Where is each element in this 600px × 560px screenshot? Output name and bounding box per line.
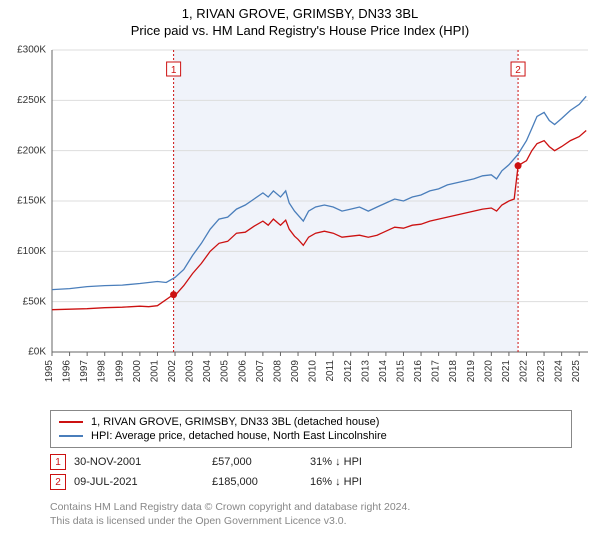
svg-text:2000: 2000 xyxy=(132,360,143,383)
svg-text:2: 2 xyxy=(515,65,521,76)
svg-text:£100K: £100K xyxy=(17,246,46,257)
svg-text:2019: 2019 xyxy=(466,360,477,383)
svg-text:1995: 1995 xyxy=(44,360,55,383)
footer: Contains HM Land Registry data © Crown c… xyxy=(50,500,572,528)
sale-date: 30-NOV-2001 xyxy=(74,456,204,468)
svg-text:2010: 2010 xyxy=(308,360,319,383)
chart-title: 1, RIVAN GROVE, GRIMSBY, DN33 3BL xyxy=(0,0,600,21)
svg-text:2011: 2011 xyxy=(325,360,336,382)
svg-text:2006: 2006 xyxy=(237,360,248,383)
sale-price: £57,000 xyxy=(212,456,302,468)
chart-svg: £0K £50K £100K £150K £200K £250K £300K 1995 1996… xyxy=(0,42,600,402)
svg-text:2023: 2023 xyxy=(536,360,547,383)
svg-text:2024: 2024 xyxy=(554,360,565,383)
svg-text:£300K: £300K xyxy=(17,45,46,56)
chart-subtitle: Price paid vs. HM Land Registry's House … xyxy=(0,21,600,42)
legend-swatch-b xyxy=(59,435,83,437)
svg-text:2017: 2017 xyxy=(431,360,442,383)
footer-line1: Contains HM Land Registry data © Crown c… xyxy=(50,500,572,514)
svg-text:£0K: £0K xyxy=(28,347,46,358)
sale-row: 2 09-JUL-2021 £185,000 16% ↓ HPI xyxy=(50,474,572,490)
svg-text:2003: 2003 xyxy=(185,360,196,383)
sale-badge: 1 xyxy=(50,454,66,470)
svg-text:2014: 2014 xyxy=(378,360,389,383)
svg-text:2021: 2021 xyxy=(501,360,512,383)
svg-text:2002: 2002 xyxy=(167,360,178,383)
legend-label-a: 1, RIVAN GROVE, GRIMSBY, DN33 3BL (detac… xyxy=(91,416,379,428)
svg-text:£50K: £50K xyxy=(23,296,47,307)
svg-text:2005: 2005 xyxy=(220,360,231,383)
sale-row: 1 30-NOV-2001 £57,000 31% ↓ HPI xyxy=(50,454,572,470)
footer-line2: This data is licensed under the Open Gov… xyxy=(50,514,572,528)
svg-text:£200K: £200K xyxy=(17,145,46,156)
svg-text:£150K: £150K xyxy=(17,196,46,207)
svg-text:2001: 2001 xyxy=(149,360,160,383)
svg-text:2025: 2025 xyxy=(571,360,582,383)
legend: 1, RIVAN GROVE, GRIMSBY, DN33 3BL (detac… xyxy=(50,410,572,448)
svg-text:£250K: £250K xyxy=(17,95,46,106)
svg-text:2009: 2009 xyxy=(290,360,301,383)
svg-text:2013: 2013 xyxy=(360,360,371,383)
chart-area: £0K £50K £100K £150K £200K £250K £300K 1995 1996… xyxy=(0,42,600,402)
sale-price: £185,000 xyxy=(212,476,302,488)
svg-text:1996: 1996 xyxy=(62,360,73,383)
legend-row-a: 1, RIVAN GROVE, GRIMSBY, DN33 3BL (detac… xyxy=(59,415,563,429)
legend-swatch-a xyxy=(59,421,83,423)
svg-text:2004: 2004 xyxy=(202,360,213,383)
sales-list: 1 30-NOV-2001 £57,000 31% ↓ HPI 2 09-JUL-2021… xyxy=(0,454,600,490)
legend-label-b: HPI: Average price, detached house, Nort… xyxy=(91,430,387,442)
sale-delta: 16% ↓ HPI xyxy=(310,476,410,488)
svg-text:2020: 2020 xyxy=(483,360,494,383)
svg-text:1999: 1999 xyxy=(114,360,125,383)
svg-text:1: 1 xyxy=(171,65,177,76)
svg-text:2007: 2007 xyxy=(255,360,266,383)
svg-text:1998: 1998 xyxy=(97,360,108,383)
svg-text:1997: 1997 xyxy=(79,360,90,383)
sale-delta: 31% ↓ HPI xyxy=(310,456,410,468)
legend-row-b: HPI: Average price, detached house, Nort… xyxy=(59,429,563,443)
sale-badge: 2 xyxy=(50,474,66,490)
svg-text:2018: 2018 xyxy=(448,360,459,383)
svg-text:2016: 2016 xyxy=(413,360,424,383)
svg-text:2012: 2012 xyxy=(343,360,354,383)
svg-text:2008: 2008 xyxy=(272,360,283,383)
svg-text:2015: 2015 xyxy=(395,360,406,383)
sale-date: 09-JUL-2021 xyxy=(74,476,204,488)
svg-text:2022: 2022 xyxy=(518,360,529,383)
